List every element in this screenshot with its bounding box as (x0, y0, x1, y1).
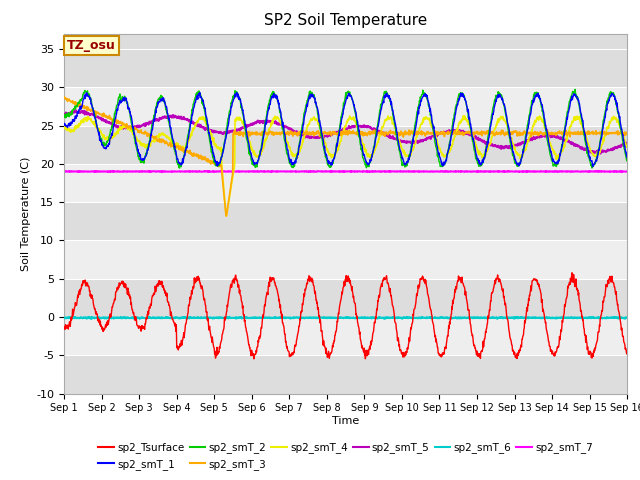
Legend: sp2_Tsurface, sp2_smT_1, sp2_smT_2, sp2_smT_3, sp2_smT_4, sp2_smT_5, sp2_smT_6, : sp2_Tsurface, sp2_smT_1, sp2_smT_2, sp2_… (94, 438, 597, 474)
Bar (64, 240, 627, 279)
Bar (64, 355, 627, 394)
Bar (64, 279, 627, 317)
Bar (64, 164, 627, 202)
Title: SP2 Soil Temperature: SP2 Soil Temperature (264, 13, 428, 28)
Bar (64, 125, 627, 164)
X-axis label: Time: Time (332, 416, 359, 426)
Bar (64, 202, 627, 240)
Text: TZ_osu: TZ_osu (67, 39, 116, 52)
Bar (64, 317, 627, 355)
Y-axis label: Soil Temperature (C): Soil Temperature (C) (20, 156, 31, 271)
Bar (64, 87, 627, 125)
Bar (64, 49, 627, 87)
